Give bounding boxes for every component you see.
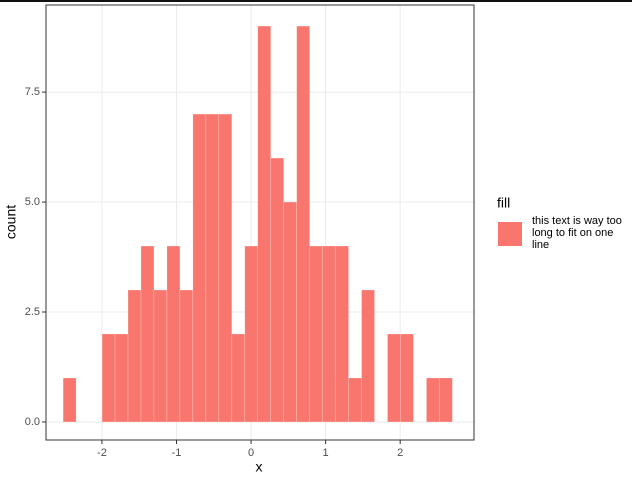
x-tick-label: 0 (248, 447, 254, 459)
legend-label: this text is way too long to fit on one … (532, 215, 622, 251)
bar (218, 113, 233, 423)
bar (335, 245, 349, 423)
x-tick-label: -1 (172, 447, 182, 459)
bar (127, 289, 142, 423)
bar (296, 25, 310, 423)
bar (231, 333, 246, 423)
x-tick-label: -2 (97, 447, 107, 459)
bar (114, 333, 129, 423)
legend-title: fill (497, 195, 510, 211)
bar (439, 377, 453, 423)
y-axis-title: count (3, 205, 19, 239)
y-tick-label: 5.0 (25, 196, 40, 208)
x-axis-title: x (256, 459, 263, 475)
bar (101, 333, 116, 423)
bar (257, 25, 272, 423)
bar (270, 157, 285, 423)
bar (153, 289, 168, 423)
x-tick-label: 2 (397, 447, 403, 459)
y-tick-label: 7.5 (25, 86, 40, 98)
bar (62, 377, 77, 423)
bar (179, 289, 194, 423)
bar (309, 245, 323, 423)
y-tick-label: 0.0 (25, 416, 40, 428)
y-tick-label: 2.5 (25, 306, 40, 318)
legend-key (498, 222, 522, 246)
bar (205, 113, 220, 423)
bar (244, 245, 259, 423)
top-border (0, 0, 632, 2)
bars (62, 25, 453, 423)
bar (348, 377, 362, 423)
bar (166, 245, 181, 423)
bar (387, 333, 401, 423)
bar (426, 377, 440, 423)
bar (361, 289, 375, 423)
x-tick-label: 1 (323, 447, 329, 459)
bar (192, 113, 207, 423)
panel-border (45, 4, 475, 441)
bar (322, 245, 336, 423)
bar (400, 333, 414, 423)
bar (140, 245, 155, 423)
bar (283, 201, 297, 423)
